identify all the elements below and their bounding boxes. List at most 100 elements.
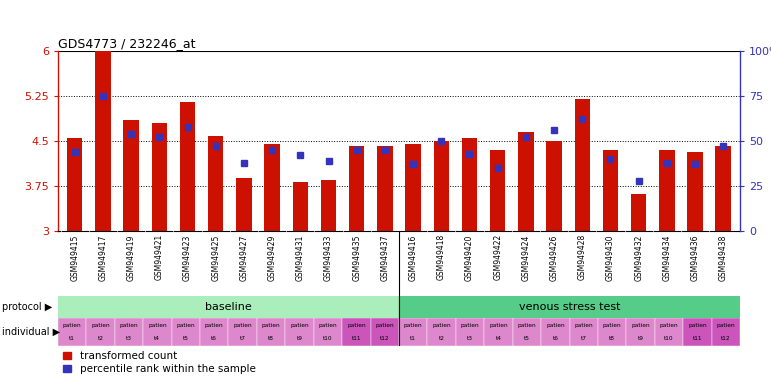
Text: t3: t3 xyxy=(126,336,132,341)
FancyBboxPatch shape xyxy=(342,318,371,346)
Text: patien: patien xyxy=(660,323,678,328)
FancyBboxPatch shape xyxy=(228,318,257,346)
Bar xyxy=(95,51,111,231)
Text: t12: t12 xyxy=(721,336,731,341)
FancyBboxPatch shape xyxy=(484,318,513,346)
FancyBboxPatch shape xyxy=(541,318,570,346)
FancyBboxPatch shape xyxy=(399,318,427,346)
FancyBboxPatch shape xyxy=(257,318,285,346)
Bar xyxy=(292,182,308,231)
Text: patien: patien xyxy=(120,323,138,328)
Bar xyxy=(406,144,421,231)
Text: patien: patien xyxy=(489,323,508,328)
Bar xyxy=(659,150,675,231)
FancyBboxPatch shape xyxy=(371,318,399,346)
Text: GSM949425: GSM949425 xyxy=(211,234,221,281)
FancyBboxPatch shape xyxy=(115,318,143,346)
Text: protocol ▶: protocol ▶ xyxy=(2,302,52,312)
Text: patien: patien xyxy=(689,323,707,328)
Text: GDS4773 / 232246_at: GDS4773 / 232246_at xyxy=(58,37,195,50)
Text: patien: patien xyxy=(404,323,423,328)
Text: t11: t11 xyxy=(352,336,361,341)
Text: GSM949436: GSM949436 xyxy=(691,234,699,281)
Text: GSM949426: GSM949426 xyxy=(550,234,558,281)
FancyBboxPatch shape xyxy=(58,296,399,318)
Text: patien: patien xyxy=(461,323,480,328)
Text: t10: t10 xyxy=(665,336,674,341)
Text: GSM949416: GSM949416 xyxy=(409,234,418,281)
FancyBboxPatch shape xyxy=(86,318,115,346)
Text: patien: patien xyxy=(517,323,537,328)
Text: GSM949437: GSM949437 xyxy=(380,234,389,281)
Text: patien: patien xyxy=(574,323,593,328)
FancyBboxPatch shape xyxy=(200,318,228,346)
Text: patien: patien xyxy=(148,323,167,328)
Text: t7: t7 xyxy=(581,336,587,341)
Text: t12: t12 xyxy=(380,336,389,341)
FancyBboxPatch shape xyxy=(171,318,200,346)
Text: GSM949427: GSM949427 xyxy=(240,234,248,281)
FancyBboxPatch shape xyxy=(570,318,598,346)
Text: patien: patien xyxy=(205,323,224,328)
Text: t4: t4 xyxy=(496,336,501,341)
Bar xyxy=(603,150,618,231)
Bar xyxy=(574,99,590,231)
Text: GSM949421: GSM949421 xyxy=(155,234,163,280)
Text: patien: patien xyxy=(261,323,281,328)
Text: individual ▶: individual ▶ xyxy=(2,327,59,337)
Bar xyxy=(518,132,534,231)
FancyBboxPatch shape xyxy=(683,318,712,346)
Text: patien: patien xyxy=(375,323,394,328)
FancyBboxPatch shape xyxy=(655,318,683,346)
Text: t4: t4 xyxy=(154,336,160,341)
FancyBboxPatch shape xyxy=(626,318,655,346)
FancyBboxPatch shape xyxy=(598,318,626,346)
Text: t1: t1 xyxy=(410,336,416,341)
Text: GSM949433: GSM949433 xyxy=(324,234,333,281)
Text: t7: t7 xyxy=(240,336,246,341)
Bar xyxy=(715,146,731,231)
FancyBboxPatch shape xyxy=(456,318,484,346)
Legend: transformed count, percentile rank within the sample: transformed count, percentile rank withi… xyxy=(63,351,255,374)
Bar xyxy=(462,138,477,231)
Text: patien: patien xyxy=(347,323,365,328)
Text: GSM949438: GSM949438 xyxy=(719,234,728,281)
Bar xyxy=(490,150,506,231)
FancyBboxPatch shape xyxy=(58,318,86,346)
Text: baseline: baseline xyxy=(205,302,252,312)
Text: GSM949434: GSM949434 xyxy=(662,234,672,281)
Text: t10: t10 xyxy=(323,336,333,341)
Text: t2: t2 xyxy=(97,336,103,341)
Text: t5: t5 xyxy=(183,336,189,341)
FancyBboxPatch shape xyxy=(712,318,740,346)
Bar xyxy=(349,146,365,231)
Text: t8: t8 xyxy=(268,336,274,341)
Text: patien: patien xyxy=(91,323,109,328)
Bar xyxy=(236,178,251,231)
FancyBboxPatch shape xyxy=(314,318,342,346)
Text: GSM949428: GSM949428 xyxy=(577,234,587,280)
Bar xyxy=(687,152,703,231)
Bar xyxy=(631,194,646,231)
Text: t8: t8 xyxy=(609,336,615,341)
Text: patien: patien xyxy=(433,323,451,328)
Text: GSM949435: GSM949435 xyxy=(352,234,361,281)
Bar xyxy=(547,141,562,231)
Text: GSM949432: GSM949432 xyxy=(635,234,643,281)
Text: venous stress test: venous stress test xyxy=(519,302,621,312)
Bar xyxy=(152,123,167,231)
Bar xyxy=(67,138,82,231)
Text: patien: patien xyxy=(631,323,650,328)
Text: GSM949419: GSM949419 xyxy=(126,234,136,281)
Text: GSM949423: GSM949423 xyxy=(183,234,192,281)
Bar xyxy=(180,102,195,231)
Text: t11: t11 xyxy=(693,336,702,341)
FancyBboxPatch shape xyxy=(427,318,456,346)
Text: patien: patien xyxy=(716,323,736,328)
FancyBboxPatch shape xyxy=(285,318,314,346)
Text: patien: patien xyxy=(234,323,252,328)
Text: t9: t9 xyxy=(638,336,644,341)
Text: t2: t2 xyxy=(439,336,445,341)
Text: t9: t9 xyxy=(297,336,302,341)
Text: patien: patien xyxy=(318,323,337,328)
